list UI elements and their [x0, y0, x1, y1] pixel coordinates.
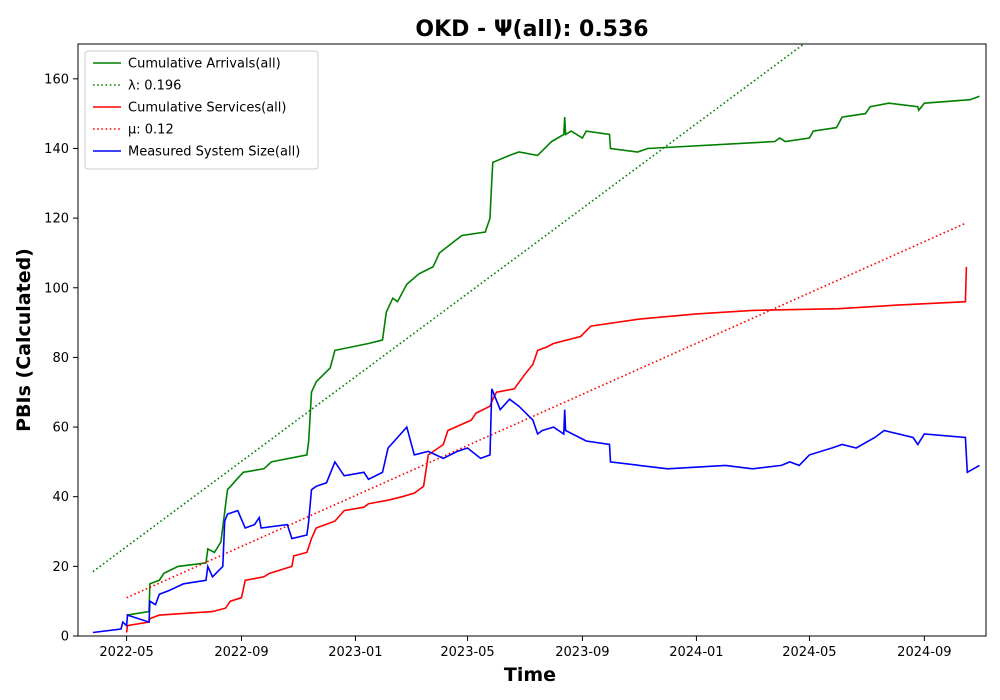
x-tick-label: 2023-01 — [328, 645, 382, 660]
y-tick-label: 120 — [44, 212, 69, 227]
series-layer — [92, 44, 980, 634]
series-line-5-measured-system-size-all — [92, 388, 980, 634]
y-tick-label: 140 — [44, 142, 69, 157]
x-tick-label: 2022-09 — [214, 645, 268, 660]
x-axis: 2022-05 2022-09 2023-01 2023-05 2023-09 2024-… — [99, 636, 952, 660]
series-line-2-0-196 — [92, 44, 805, 573]
y-axis: 0 20 40 60 80 100 120 140 160 — [44, 72, 78, 645]
y-tick-label: 80 — [52, 351, 69, 366]
legend: Cumulative Arrivals(all) λ: 0.196 Cumulati… — [84, 50, 319, 170]
x-tick-label: 2024-05 — [782, 645, 836, 660]
x-tick-label: 2023-05 — [440, 645, 494, 660]
chart-title: OKD - Ψ(all): 0.536 — [415, 17, 648, 42]
legend-label-2: λ: 0.196 — [128, 79, 181, 94]
series-line-3-cumulative-services-all — [125, 266, 968, 633]
series-line-4-0-12 — [126, 222, 966, 599]
x-tick-label: 2024-01 — [669, 645, 723, 660]
y-axis-label: PBIs (Calculated) — [13, 248, 35, 432]
series-line-1-cumulative-arrivals-all — [126, 95, 980, 616]
x-tick-label: 2023-09 — [555, 645, 609, 660]
legend-label-5: Measured System Size(all) — [128, 145, 300, 160]
x-axis-label: Time — [504, 664, 556, 686]
x-tick-label: 2022-05 — [99, 645, 153, 660]
legend-label-3: Cumulative Services(all) — [128, 101, 286, 116]
legend-label-4: μ: 0.12 — [128, 123, 174, 138]
legend-label-1: Cumulative Arrivals(all) — [128, 57, 281, 72]
x-tick-label: 2024-09 — [897, 645, 951, 660]
y-tick-label: 100 — [44, 281, 69, 296]
plot-frame — [77, 43, 987, 637]
legend-box — [84, 50, 319, 170]
y-tick-label: 40 — [52, 490, 69, 505]
y-tick-label: 160 — [44, 72, 69, 87]
y-tick-label: 0 — [61, 630, 69, 645]
y-tick-label: 60 — [52, 421, 69, 436]
y-tick-label: 20 — [52, 560, 69, 575]
